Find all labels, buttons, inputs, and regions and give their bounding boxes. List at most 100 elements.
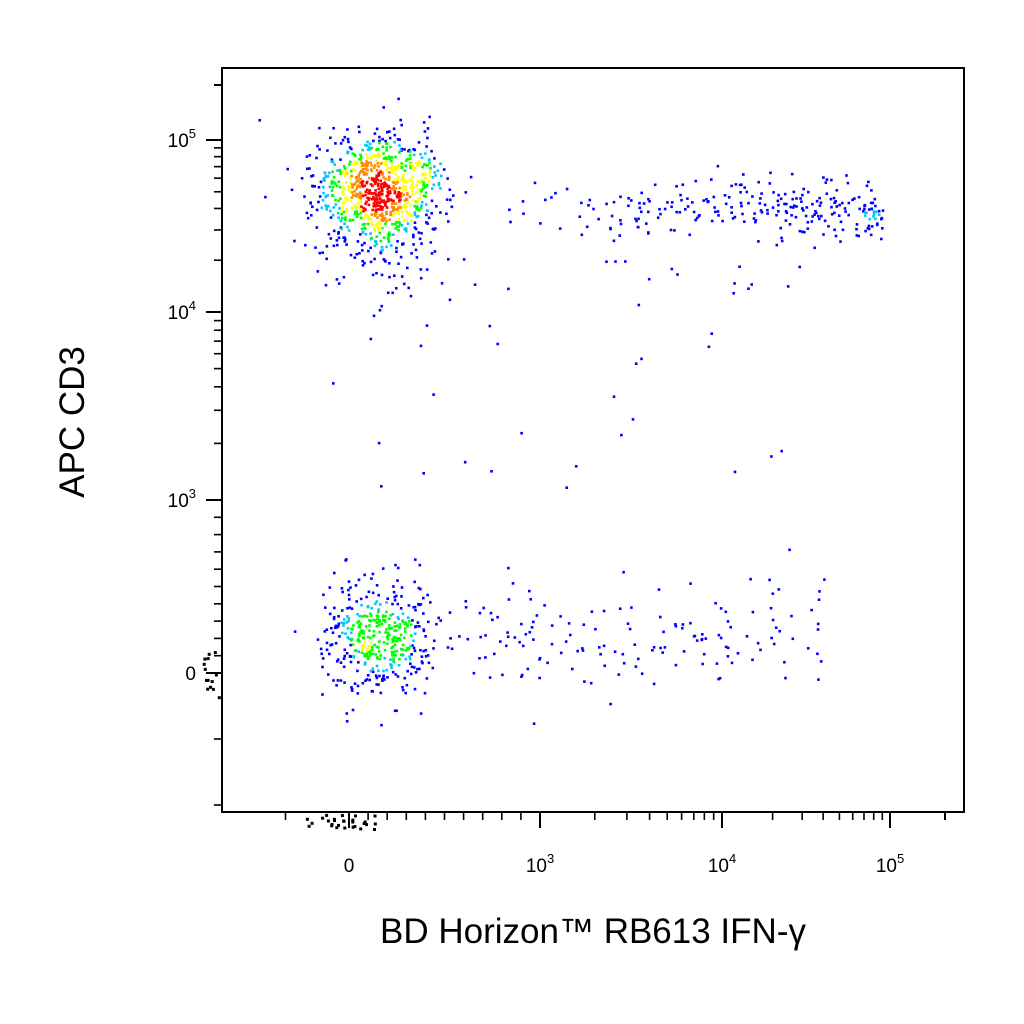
data-point <box>373 132 377 135</box>
data-point <box>403 622 407 626</box>
data-point <box>318 251 322 255</box>
data-point <box>739 191 742 194</box>
data-point <box>365 144 369 147</box>
data-point <box>367 249 370 253</box>
data-point <box>361 223 364 226</box>
data-point <box>754 220 757 224</box>
data-point <box>374 189 377 192</box>
data-point <box>360 631 364 634</box>
data-point <box>402 177 405 181</box>
data-point <box>390 166 393 170</box>
data-point <box>464 191 468 194</box>
data-point <box>412 233 415 237</box>
data-point <box>402 193 406 197</box>
data-point <box>334 641 338 645</box>
data-point <box>830 213 834 216</box>
data-point <box>435 622 438 626</box>
data-point <box>309 201 312 204</box>
x-pileup-mark <box>310 821 314 825</box>
data-point <box>784 210 788 213</box>
data-point <box>370 156 373 160</box>
data-point <box>352 654 355 658</box>
data-point <box>710 219 714 223</box>
data-point <box>390 168 394 172</box>
data-point <box>679 193 682 197</box>
data-point <box>834 200 837 203</box>
data-point <box>387 240 391 244</box>
data-point <box>330 626 333 630</box>
y-pileup-mark <box>206 657 210 661</box>
data-point <box>264 195 267 199</box>
data-point <box>358 631 362 634</box>
data-point <box>382 199 385 202</box>
data-point <box>392 657 395 660</box>
data-point <box>375 621 379 625</box>
data-point <box>422 612 425 615</box>
data-point <box>358 614 362 618</box>
data-point <box>449 198 452 202</box>
data-point <box>322 185 325 189</box>
data-point <box>385 184 388 187</box>
data-point <box>533 181 537 185</box>
data-point <box>336 658 340 661</box>
data-point <box>328 586 332 589</box>
data-point <box>359 177 362 181</box>
data-point <box>338 207 341 210</box>
data-point <box>372 166 376 170</box>
data-point <box>478 611 482 615</box>
data-point <box>342 275 346 279</box>
data-point <box>397 212 400 215</box>
data-point <box>830 178 833 182</box>
data-point <box>308 154 312 157</box>
data-point <box>375 683 378 686</box>
data-point <box>337 624 340 628</box>
data-point <box>342 210 346 214</box>
data-point <box>751 195 754 198</box>
data-point <box>602 609 606 613</box>
data-point <box>841 228 845 232</box>
data-point <box>369 183 373 186</box>
data-point <box>876 222 879 225</box>
data-point <box>881 227 884 230</box>
data-point <box>743 186 746 189</box>
data-point <box>370 197 374 201</box>
data-point <box>822 233 825 236</box>
data-point <box>868 208 871 211</box>
data-point <box>350 639 353 642</box>
data-point <box>357 125 361 129</box>
data-point <box>367 203 371 207</box>
data-point <box>376 617 379 620</box>
data-point <box>406 625 409 628</box>
data-point <box>790 172 794 176</box>
data-point <box>413 213 417 216</box>
data-point <box>402 205 405 208</box>
data-point <box>400 177 404 180</box>
data-point <box>718 676 722 680</box>
data-point <box>349 643 352 647</box>
data-point <box>315 208 319 212</box>
data-point <box>855 227 858 231</box>
data-point <box>869 233 873 237</box>
data-point <box>362 632 365 635</box>
data-point <box>398 221 401 224</box>
data-point <box>700 638 703 642</box>
data-point <box>426 654 430 657</box>
data-point <box>819 660 823 663</box>
data-point <box>670 201 674 204</box>
data-point <box>355 206 358 209</box>
data-point <box>815 199 819 203</box>
data-point <box>410 665 414 669</box>
data-point <box>331 213 335 217</box>
data-point <box>363 573 366 577</box>
data-point <box>410 252 413 255</box>
data-point <box>870 225 874 228</box>
data-point <box>381 679 384 682</box>
data-point <box>832 196 836 200</box>
data-point <box>360 603 363 607</box>
data-point <box>714 601 717 605</box>
data-point <box>340 212 343 216</box>
x-pileup-mark <box>307 824 311 828</box>
data-point <box>335 684 338 687</box>
data-point <box>427 216 431 220</box>
data-point <box>830 205 833 209</box>
